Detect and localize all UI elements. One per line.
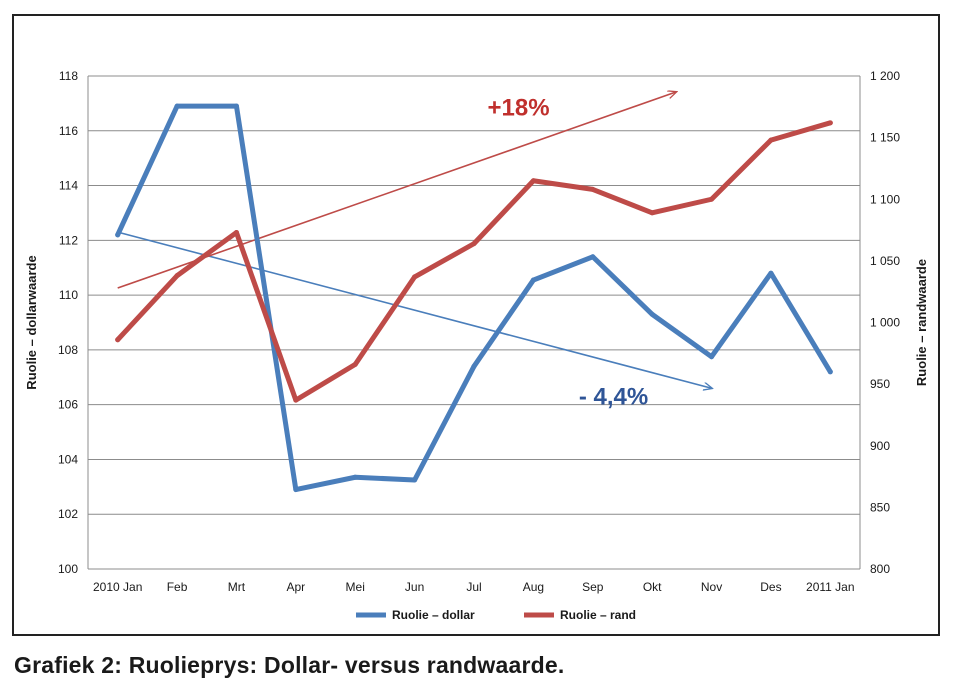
y-left-tick-label: 102	[58, 507, 78, 521]
y-right-tick-label: 1 150	[870, 131, 900, 145]
x-tick-label: Jun	[405, 580, 424, 594]
percent-annotation: - 4,4%	[579, 384, 648, 411]
legend-label: Ruolie – dollar	[392, 608, 475, 622]
data-point	[709, 196, 715, 202]
y-right-tick-label: 1 200	[870, 69, 900, 83]
y-left-tick-label: 114	[59, 179, 78, 193]
data-point	[352, 474, 358, 480]
data-point	[233, 230, 239, 236]
figure-caption: Grafiek 2: Ruolieprys: Dollar- versus ra…	[14, 652, 565, 678]
trendline-arrow	[117, 231, 712, 388]
data-point	[768, 270, 774, 276]
y-right-tick-label: 1 100	[870, 192, 900, 206]
y-left-tick-label: 112	[59, 233, 78, 247]
x-tick-label: Des	[760, 580, 781, 594]
x-tick-label: Jul	[466, 580, 481, 594]
y-left-tick-label: 100	[58, 562, 78, 576]
trendline-arrow	[117, 92, 676, 289]
data-point	[471, 363, 477, 369]
data-point	[827, 120, 833, 126]
chart-frame: 100 102 104 106 108 110 112 114 116 118 800 850 900 9…	[12, 14, 940, 636]
y-right-tick-label: 1 050	[870, 254, 900, 268]
series-line	[115, 120, 833, 403]
x-tick-label: 2010 Jan	[93, 580, 142, 594]
data-point	[768, 137, 774, 143]
line-chart: 100 102 104 106 108 110 112 114 116 118 800 850 900 9…	[24, 69, 929, 622]
data-point	[233, 103, 239, 109]
y-left-axis-title: Ruolie – dollarwaarde	[24, 255, 39, 389]
data-point	[293, 487, 299, 493]
data-point	[709, 354, 715, 360]
data-point	[174, 273, 180, 279]
x-tick-label: Nov	[701, 580, 722, 594]
y-right-tick-label: 1 000	[870, 316, 900, 330]
y-right-tick-label: 850	[870, 500, 890, 514]
y-right-axis-title: Ruolie – randwaarde	[914, 259, 929, 386]
data-point	[174, 103, 180, 109]
y-right-tick-label: 950	[870, 377, 890, 391]
data-point	[590, 254, 596, 260]
x-tick-label: Mrt	[228, 580, 246, 594]
legend-label: Ruolie – rand	[560, 608, 636, 622]
y-left-tick-label: 116	[59, 124, 78, 138]
y-right-tick-label: 900	[870, 439, 890, 453]
y-left-tick-label: 110	[59, 288, 78, 302]
x-tick-label: Sep	[582, 580, 604, 594]
data-point	[412, 274, 418, 280]
y-right-tick-label: 800	[870, 562, 890, 576]
data-point	[293, 397, 299, 403]
y-left-tick-label: 106	[58, 398, 78, 412]
data-point	[590, 186, 596, 192]
x-tick-label: Mei	[346, 580, 365, 594]
data-point	[827, 369, 833, 375]
y-left-tick-label: 118	[59, 69, 78, 83]
percent-annotation: +18%	[488, 94, 550, 121]
x-tick-label: 2011 Jan	[806, 580, 855, 594]
x-tick-label: Aug	[523, 580, 544, 594]
data-point	[115, 337, 121, 343]
y-left-tick-label: 104	[58, 452, 78, 466]
data-point	[649, 210, 655, 216]
x-tick-label: Feb	[167, 580, 188, 594]
data-point	[530, 178, 536, 184]
y-left-tick-label: 108	[58, 343, 78, 357]
data-point	[412, 477, 418, 483]
data-point	[352, 361, 358, 367]
data-point	[115, 232, 121, 238]
data-point	[530, 277, 536, 283]
x-tick-label: Okt	[643, 580, 662, 594]
x-tick-label: Apr	[287, 580, 306, 594]
data-point	[649, 311, 655, 317]
data-point	[471, 241, 477, 247]
